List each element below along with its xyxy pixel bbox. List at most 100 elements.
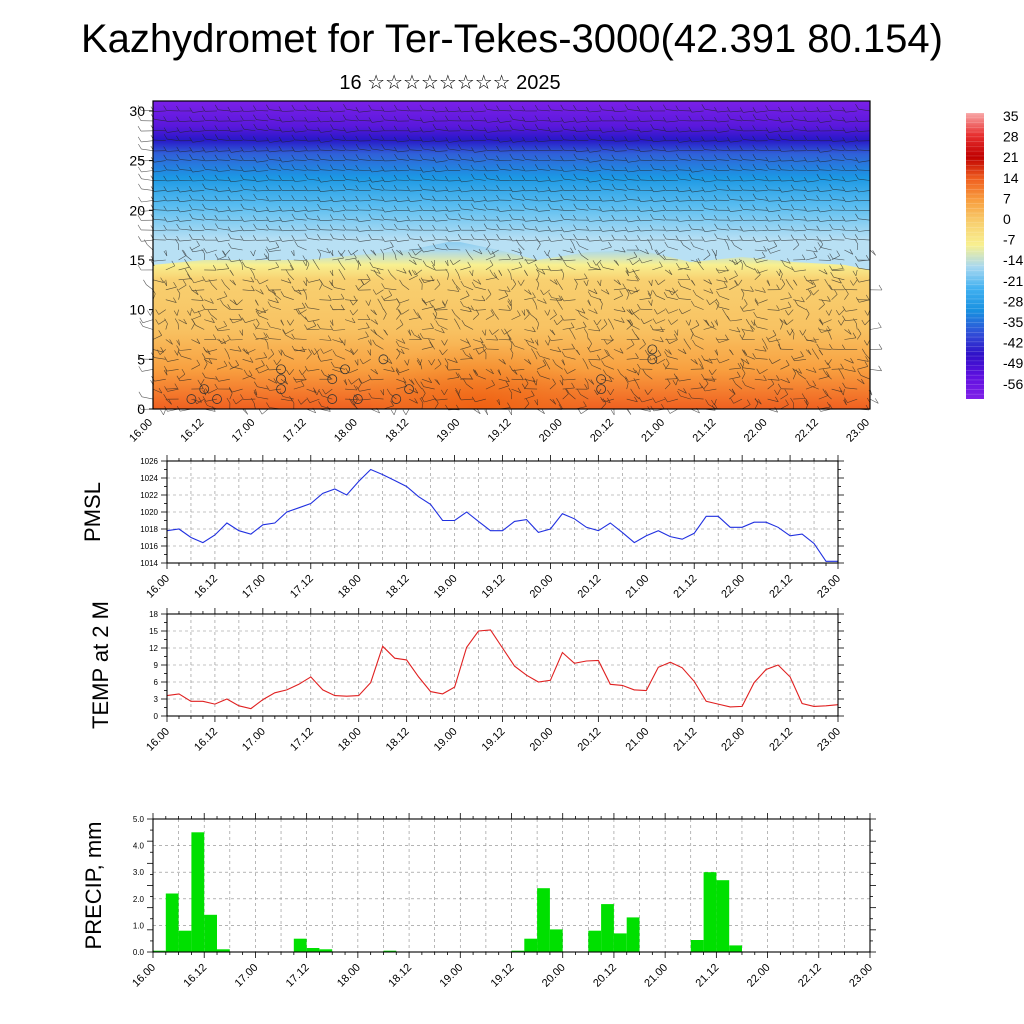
wind-barb bbox=[307, 369, 320, 372]
wind-barb-flag bbox=[532, 380, 537, 386]
wind-barb bbox=[447, 377, 459, 380]
wind-barb-flag bbox=[752, 154, 757, 160]
wind-barb-flag bbox=[688, 223, 692, 230]
wind-barb-flag bbox=[445, 235, 449, 242]
wind-barb-flag bbox=[534, 226, 539, 232]
wind-barb-flag bbox=[176, 375, 181, 381]
wind-barb bbox=[806, 210, 819, 212]
wind-barb bbox=[613, 288, 626, 291]
wind-barb-flag bbox=[766, 280, 771, 286]
wind-barb-flag bbox=[652, 397, 656, 403]
wind-barb-flag bbox=[829, 253, 833, 259]
wind-barb bbox=[857, 359, 869, 362]
wind-barb bbox=[691, 397, 704, 400]
wind-barb-flag bbox=[317, 203, 321, 210]
wind-barb bbox=[788, 309, 794, 316]
wind-barb-flag bbox=[137, 105, 142, 111]
calm-circle bbox=[327, 374, 338, 385]
wind-barb-flag bbox=[437, 359, 442, 365]
wind-barb-flag bbox=[163, 154, 167, 160]
wind-barb bbox=[193, 279, 205, 284]
wind-barb bbox=[699, 264, 704, 271]
wind-barb-flag bbox=[637, 134, 641, 140]
wind-barb-flag bbox=[521, 310, 526, 316]
wind-barb bbox=[831, 255, 840, 261]
wind-barb bbox=[822, 319, 832, 324]
wind-barb bbox=[591, 296, 602, 300]
wind-barb-flag bbox=[381, 295, 385, 301]
wind-barb-flag bbox=[734, 280, 738, 286]
wind-barb-flag bbox=[627, 320, 632, 326]
wind-barb bbox=[458, 389, 461, 396]
wind-barb-flag bbox=[778, 187, 782, 193]
wind-barb bbox=[307, 109, 320, 112]
wind-barb-flag bbox=[471, 147, 475, 153]
wind-barb bbox=[435, 248, 448, 251]
wind-barb-flag bbox=[754, 300, 759, 306]
wind-barb-flag bbox=[312, 320, 317, 326]
wind-barb-flag bbox=[806, 380, 810, 386]
wind-barb bbox=[417, 383, 423, 390]
wind-barb bbox=[474, 150, 486, 153]
wind-barb-flag bbox=[648, 280, 652, 286]
wind-barb-flag bbox=[585, 185, 590, 191]
wind-barb-flag bbox=[278, 126, 283, 133]
wind-barb bbox=[498, 309, 511, 311]
wind-barb-flag bbox=[708, 369, 713, 375]
wind-barb bbox=[345, 388, 357, 391]
wind-barb bbox=[255, 323, 260, 330]
wind-barb-flag bbox=[291, 213, 296, 220]
wind-barb-flag bbox=[253, 157, 257, 163]
wind-barb-flag bbox=[190, 277, 195, 284]
wind-barb bbox=[474, 178, 486, 181]
wind-barb bbox=[154, 378, 166, 382]
wind-barb bbox=[844, 359, 854, 364]
wind-barb-flag bbox=[160, 347, 164, 353]
wind-barb bbox=[454, 284, 461, 291]
temp-ytick-label: 3 bbox=[154, 695, 159, 704]
wind-barb bbox=[398, 345, 410, 350]
wind-barb-flag bbox=[304, 233, 309, 239]
wind-barb bbox=[177, 349, 179, 356]
wind-barb-flag bbox=[355, 236, 360, 242]
wind-barb bbox=[602, 130, 614, 133]
wind-barb bbox=[256, 396, 269, 400]
wind-barb-flag bbox=[509, 137, 514, 143]
wind-barb-flag bbox=[701, 203, 706, 209]
wind-barb-flag bbox=[827, 362, 831, 368]
wind-barb-flag bbox=[184, 268, 189, 275]
pmsl-xtick-label: 18.00 bbox=[336, 573, 364, 601]
wind-barb-flag bbox=[650, 136, 654, 142]
wind-barb bbox=[818, 367, 831, 370]
wind-barb-flag bbox=[198, 397, 202, 403]
wind-barb bbox=[269, 338, 282, 340]
wind-barb-flag bbox=[573, 224, 577, 230]
precip-bar bbox=[703, 872, 717, 952]
wind-barb-flag bbox=[212, 334, 217, 340]
wind-barb bbox=[256, 228, 269, 231]
wind-barb-flag bbox=[855, 277, 860, 283]
wind-barb-flag bbox=[726, 223, 731, 230]
wind-barb-flag bbox=[517, 310, 521, 316]
wind-barb bbox=[401, 309, 410, 315]
wind-barb-flag bbox=[598, 206, 603, 212]
wind-barb-flag bbox=[795, 369, 800, 375]
wind-barb bbox=[538, 190, 550, 193]
wind-barb bbox=[308, 279, 320, 283]
wind-barb bbox=[165, 265, 175, 271]
wind-barb-flag bbox=[543, 298, 547, 304]
wind-barb bbox=[716, 286, 728, 291]
wind-barb bbox=[485, 369, 494, 375]
wind-barb-flag bbox=[573, 146, 577, 152]
wind-barb-flag bbox=[688, 136, 693, 143]
wind-barb-flag bbox=[214, 253, 219, 260]
wind-barb-flag bbox=[304, 365, 309, 372]
wind-barb bbox=[410, 210, 422, 212]
wind-barb-flag bbox=[278, 185, 283, 191]
wind-barb bbox=[345, 159, 358, 161]
wind-barb bbox=[614, 210, 627, 212]
wind-barb-flag bbox=[365, 300, 369, 306]
wind-barb bbox=[729, 285, 738, 291]
wind-barb bbox=[352, 309, 359, 316]
wind-barb-flag bbox=[726, 215, 731, 222]
